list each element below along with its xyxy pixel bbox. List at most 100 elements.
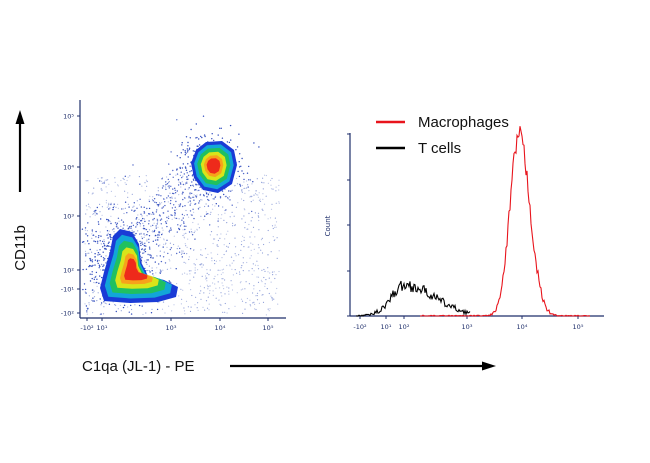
dot-plot-point bbox=[212, 208, 214, 210]
dot-plot-point bbox=[182, 205, 184, 208]
dot-plot-point bbox=[145, 245, 147, 247]
dot-plot-point bbox=[105, 226, 107, 228]
dot-plot-point bbox=[105, 199, 107, 202]
dot-plot-point bbox=[249, 304, 251, 306]
dot-plot-point bbox=[271, 225, 274, 227]
dot-plot-point bbox=[140, 261, 143, 263]
dot-plot-point bbox=[263, 182, 265, 184]
dot-plot-point bbox=[259, 198, 261, 200]
dot-plot-point bbox=[141, 241, 143, 243]
dot-plot-point bbox=[102, 246, 104, 248]
dot-plot-point bbox=[150, 225, 152, 227]
dot-plot-point bbox=[244, 308, 246, 310]
dot-plot-point bbox=[186, 176, 188, 178]
dot-plot-point bbox=[157, 190, 159, 192]
dot-plot-point bbox=[106, 230, 109, 232]
dot-plot-point bbox=[156, 204, 159, 206]
dot-plot-point bbox=[250, 195, 252, 197]
dot-plot-point bbox=[98, 267, 100, 269]
dot-plot-point bbox=[149, 248, 151, 250]
dot-plot-point bbox=[114, 177, 116, 179]
dot-plot-point bbox=[257, 276, 260, 278]
dot-plot-point bbox=[117, 207, 119, 209]
dot-plot-point bbox=[133, 210, 135, 212]
dot-plot-point bbox=[93, 278, 96, 281]
dot-plot-point bbox=[187, 141, 189, 144]
dot-plot-point bbox=[136, 217, 138, 219]
dot-plot-point bbox=[129, 175, 131, 177]
dot-plot-point bbox=[233, 185, 236, 187]
dot-plot-point bbox=[225, 233, 227, 235]
dot-plot-point bbox=[211, 133, 213, 135]
dot-plot-point bbox=[166, 268, 168, 270]
dot-plot-point bbox=[81, 228, 84, 230]
dot-plot-y-ticks: 10⁵ 10⁴ 10³ 10² -10¹ -10² bbox=[61, 113, 80, 318]
dot-plot-point bbox=[263, 243, 265, 246]
dot-plot-point bbox=[181, 298, 183, 300]
dot-plot-point bbox=[226, 264, 228, 267]
dot-plot-point bbox=[193, 196, 195, 198]
dot-plot-point bbox=[227, 230, 229, 232]
dot-plot-point bbox=[189, 204, 191, 206]
dot-plot-point bbox=[184, 228, 186, 231]
dot-plot-point bbox=[93, 213, 95, 215]
dot-plot-point bbox=[183, 225, 186, 227]
dot-plot-point bbox=[91, 289, 94, 291]
dot-plot-point bbox=[174, 206, 176, 208]
dot-plot-point bbox=[167, 195, 170, 197]
dot-plot-point bbox=[186, 172, 188, 174]
dot-plot-point bbox=[255, 190, 257, 192]
dot-plot-point bbox=[89, 248, 91, 251]
dot-plot-point bbox=[191, 232, 193, 234]
dot-plot-point bbox=[251, 183, 253, 185]
dot-plot-point bbox=[207, 286, 209, 288]
dot-plot-point bbox=[100, 187, 102, 190]
dot-plot-point bbox=[187, 156, 189, 158]
dot-plot-point bbox=[175, 200, 177, 203]
dot-plot-point bbox=[127, 176, 129, 178]
dot-plot-point bbox=[248, 270, 250, 272]
dot-plot-point bbox=[174, 212, 176, 215]
dot-plot-point bbox=[241, 218, 243, 220]
dot-plot-point bbox=[169, 229, 171, 232]
legend-label-t-cells: T cells bbox=[418, 140, 461, 157]
dot-plot-point bbox=[208, 303, 210, 305]
dot-plot-point bbox=[92, 234, 95, 236]
dot-plot-point bbox=[239, 153, 241, 155]
dot-plot-point bbox=[238, 271, 241, 273]
dot-plot-point bbox=[83, 283, 86, 285]
dot-plot-point bbox=[192, 196, 194, 198]
dot-plot-point bbox=[110, 203, 112, 206]
dot-plot-point bbox=[199, 285, 202, 287]
dot-plot-point bbox=[205, 211, 207, 213]
dot-plot-point bbox=[248, 190, 250, 192]
dot-plot-point bbox=[181, 142, 183, 144]
dot-plot-point bbox=[248, 223, 250, 226]
dot-plot-point bbox=[193, 217, 195, 220]
dot-plot-point bbox=[90, 265, 92, 267]
dot-plot-point bbox=[141, 256, 143, 259]
dot-plot-point bbox=[212, 290, 214, 292]
dot-plot-point bbox=[166, 225, 168, 228]
dot-plot-point bbox=[106, 218, 108, 221]
dot-plot-point bbox=[251, 216, 253, 219]
dot-plot-point bbox=[159, 255, 161, 257]
dot-plot-point bbox=[185, 152, 187, 154]
dot-plot-point bbox=[86, 235, 89, 237]
dot-plot-point bbox=[93, 187, 95, 189]
dot-plot-point bbox=[179, 225, 182, 227]
dot-plot-point bbox=[257, 264, 259, 267]
dot-plot-point bbox=[241, 170, 243, 172]
dot-plot-point bbox=[85, 255, 87, 257]
dot-plot-point bbox=[209, 290, 211, 292]
dot-plot-point bbox=[165, 183, 167, 186]
dot-plot-point bbox=[110, 222, 112, 225]
dot-plot-point bbox=[96, 242, 99, 244]
dot-plot-point bbox=[86, 209, 88, 211]
dot-plot-point bbox=[201, 266, 203, 268]
dot-plot-point bbox=[242, 257, 244, 259]
dot-plot-point bbox=[104, 302, 106, 304]
dot-plot-point bbox=[217, 226, 219, 228]
dot-plot-point bbox=[252, 292, 254, 294]
